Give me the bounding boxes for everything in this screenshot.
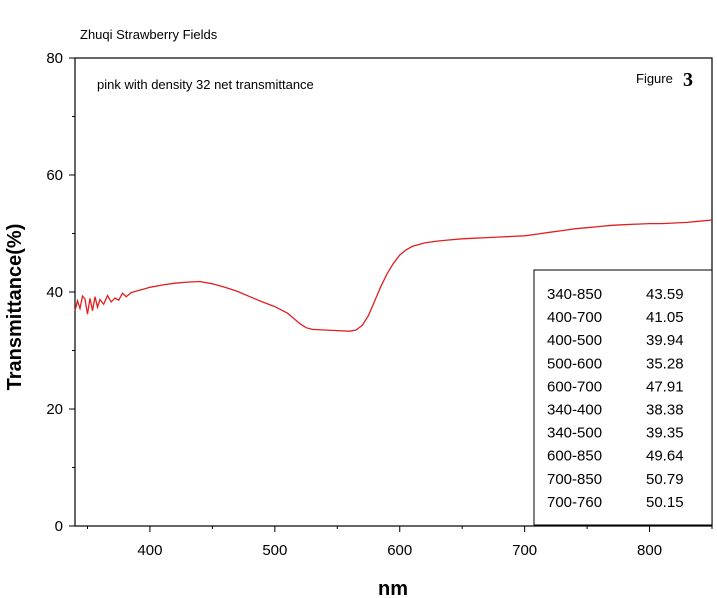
- stats-table-box: [533, 269, 713, 526]
- y-tick-label: 80: [46, 50, 63, 67]
- stats-value: 39.35: [646, 425, 684, 442]
- stats-range: 600-700: [547, 378, 602, 395]
- figure-label: Figure: [636, 71, 673, 86]
- y-tick-label: 0: [55, 518, 63, 535]
- stats-range: 700-850: [547, 471, 602, 488]
- stats-value: 49.64: [646, 448, 684, 465]
- chart-subtitle: pink with density 32 net transmittance: [97, 77, 314, 92]
- stats-range: 500-600: [547, 355, 602, 372]
- x-tick-label: 800: [637, 542, 662, 559]
- x-tick-label: 600: [387, 542, 412, 559]
- stats-value: 47.91: [646, 378, 684, 395]
- stats-range: 400-700: [547, 309, 602, 326]
- stats-value: 41.05: [646, 309, 684, 326]
- chart-title: Zhuqi Strawberry Fields: [80, 27, 218, 42]
- stats-range: 700-760: [547, 494, 602, 511]
- x-axis: 400 500 600 700 800: [86, 526, 713, 559]
- stats-value: 39.94: [646, 332, 684, 349]
- figure-number: 3: [683, 69, 693, 91]
- y-axis: 0 20 40 60 80: [46, 50, 75, 535]
- y-tick-label: 20: [46, 401, 63, 418]
- x-tick-label: 700: [512, 542, 537, 559]
- x-tick-label: 400: [137, 542, 162, 559]
- transmittance-series-line: [74, 219, 713, 332]
- stats-range: 400-500: [547, 332, 602, 349]
- y-tick-label: 40: [46, 284, 63, 301]
- stats-range: 340-500: [547, 425, 602, 442]
- stats-value: 50.79: [646, 471, 684, 488]
- x-tick-label: 500: [262, 542, 287, 559]
- y-axis-title: Transmittance(%): [4, 224, 26, 391]
- y-tick-label: 60: [46, 167, 63, 184]
- stats-value: 43.59: [646, 286, 684, 303]
- stats-value: 38.38: [646, 402, 684, 419]
- stats-range: 600-850: [547, 448, 602, 465]
- stats-range: 340-400: [547, 402, 602, 419]
- stats-value: 50.15: [646, 494, 684, 511]
- stats-value: 35.28: [646, 355, 684, 372]
- x-axis-title: nm: [378, 578, 408, 598]
- stats-table: 340-850 43.59 400-700 41.05 400-500 39.94 500-…: [533, 269, 713, 526]
- stats-range: 340-850: [547, 286, 602, 303]
